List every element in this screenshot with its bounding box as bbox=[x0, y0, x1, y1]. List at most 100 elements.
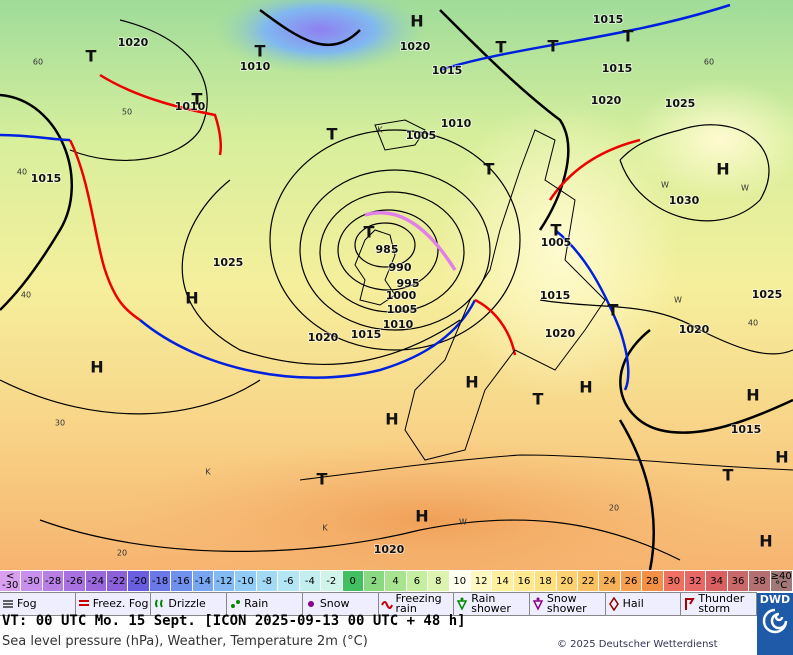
scale-cell: 2 bbox=[363, 571, 386, 591]
pressure-center: T bbox=[86, 47, 97, 66]
isobar-label: 1020 bbox=[118, 36, 149, 49]
legend-item: Hail bbox=[606, 593, 682, 615]
isobar-label: 990 bbox=[389, 261, 412, 274]
scale-cell: -18 bbox=[149, 571, 172, 591]
scale-cell: 20 bbox=[556, 571, 578, 591]
temperature-label: W bbox=[459, 518, 467, 527]
pressure-center: H bbox=[759, 532, 772, 551]
legend-icon bbox=[685, 598, 696, 610]
isobar-label: 1020 bbox=[679, 323, 710, 336]
temperature-label: 60 bbox=[704, 58, 714, 67]
scale-cell: -14 bbox=[192, 571, 215, 591]
scale-cell: 8 bbox=[428, 571, 450, 591]
isobar-label: 1020 bbox=[374, 543, 405, 556]
cold-area bbox=[210, 0, 430, 75]
temperature-label: 40 bbox=[17, 168, 27, 177]
pressure-center: T bbox=[364, 223, 375, 242]
scale-cell: 4 bbox=[385, 571, 407, 591]
pressure-center: H bbox=[385, 410, 398, 429]
pressure-center: H bbox=[746, 386, 759, 405]
pressure-center: H bbox=[716, 160, 729, 179]
logo-text: DWD bbox=[759, 593, 791, 606]
scale-cell: ≥40 °C bbox=[770, 571, 793, 591]
legend-item: Drizzle bbox=[151, 593, 228, 615]
scale-cell: 6 bbox=[406, 571, 429, 591]
legend-label: Freez. Fog bbox=[92, 597, 149, 610]
temperature-label: 60 bbox=[33, 58, 43, 67]
isobar-label: 1015 bbox=[31, 172, 62, 185]
scale-cell: 32 bbox=[685, 571, 707, 591]
isobar-label: 1010 bbox=[240, 60, 271, 73]
scale-cell: 14 bbox=[492, 571, 514, 591]
isobar-label: 1015 bbox=[731, 423, 762, 436]
legend-item: Rain shower bbox=[454, 593, 530, 615]
isobar-label: 1015 bbox=[602, 62, 633, 75]
isobar-label: 1015 bbox=[432, 64, 463, 77]
isobar-label: 1005 bbox=[387, 303, 418, 316]
pressure-center: T bbox=[608, 301, 619, 320]
pressure-center: T bbox=[551, 221, 562, 240]
isobar-label: 1005 bbox=[406, 129, 437, 142]
isobar-label: 985 bbox=[376, 243, 399, 256]
mild-area bbox=[440, 100, 680, 400]
isobars bbox=[0, 19, 793, 561]
scale-cell: 16 bbox=[513, 571, 536, 591]
scale-cell: -22 bbox=[107, 571, 129, 591]
isobar-label: 1010 bbox=[175, 100, 206, 113]
scale-cell: 30 bbox=[663, 571, 685, 591]
scale-cell: 22 bbox=[577, 571, 600, 591]
scale-cell: 10 bbox=[449, 571, 471, 591]
temperature-label: W bbox=[741, 184, 749, 193]
scale-cell: -28 bbox=[42, 571, 65, 591]
isobar-label: 1025 bbox=[665, 97, 696, 110]
scale-cell: -10 bbox=[235, 571, 257, 591]
isobar-label: 1020 bbox=[400, 40, 431, 53]
pressure-center: T bbox=[548, 37, 559, 56]
legend-label: Thunder storm bbox=[698, 592, 745, 615]
scale-cell: -6 bbox=[278, 571, 300, 591]
color-scale: < -30 -30 -28 -26 -24 -22 -20 -18 -16 -14 -12 -10 -8… bbox=[0, 571, 793, 591]
pressure-center: T bbox=[484, 160, 495, 179]
legend-label: Snow bbox=[319, 597, 350, 610]
isobar-label: 1020 bbox=[591, 94, 622, 107]
valid-time: VT: 00 UTC Mo. 15 Sept. [ICON 2025-09-13… bbox=[2, 613, 466, 629]
pressure-center: T bbox=[533, 390, 544, 409]
isobar-label: 995 bbox=[397, 277, 420, 290]
scale-cell: 26 bbox=[620, 571, 643, 591]
temperature-label: K bbox=[205, 468, 211, 477]
temperature-label: W bbox=[674, 296, 682, 305]
isobar-label: 1010 bbox=[383, 318, 414, 331]
temperature-label: 20 bbox=[609, 504, 619, 513]
legend-item: Freez. Fog bbox=[76, 593, 152, 615]
legend-icon bbox=[532, 597, 544, 611]
pressure-center: H bbox=[90, 358, 103, 377]
isobar-label: 1025 bbox=[752, 288, 783, 301]
temperature-label: K bbox=[377, 126, 383, 135]
scale-cell: 18 bbox=[535, 571, 557, 591]
legend-icon bbox=[78, 600, 89, 606]
pressure-center: H bbox=[410, 12, 423, 31]
scale-cell: 34 bbox=[706, 571, 728, 591]
pressure-center: T bbox=[623, 27, 634, 46]
temperature-label: 40 bbox=[21, 291, 31, 300]
coastlines bbox=[299, 119, 793, 481]
legend-item: Fog bbox=[0, 593, 76, 615]
scale-cell: -12 bbox=[214, 571, 236, 591]
pressure-center: T bbox=[496, 38, 507, 57]
pressure-center: H bbox=[415, 507, 428, 526]
temperature-label: 40 bbox=[748, 319, 758, 328]
scale-cell: 38 bbox=[749, 571, 771, 591]
isobar-label: 1005 bbox=[541, 236, 572, 249]
legend-icon bbox=[457, 597, 468, 611]
temperature-label: 50 bbox=[122, 108, 132, 117]
legend-label: Hail bbox=[622, 597, 644, 610]
legend-item: Freezing rain bbox=[379, 593, 455, 615]
scale-cell: 36 bbox=[727, 571, 750, 591]
legend-label: Rain shower bbox=[471, 592, 511, 615]
scale-cell: -30 bbox=[21, 571, 43, 591]
legend-label: Snow shower bbox=[546, 592, 587, 615]
isobar-label: 1000 bbox=[386, 289, 417, 302]
scale-cell: -20 bbox=[128, 571, 150, 591]
isobar-label: 1015 bbox=[540, 289, 571, 302]
